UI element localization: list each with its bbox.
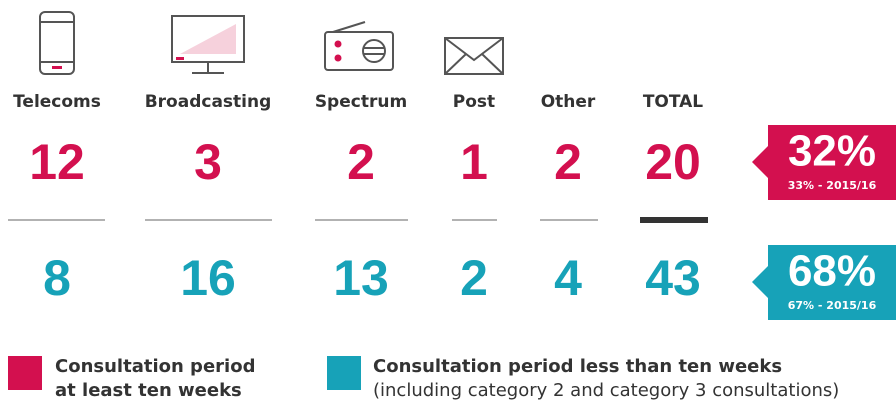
top-count: 3 [194,134,222,190]
bottom-count: 8 [43,250,71,306]
bottom-count: 16 [180,250,236,306]
legend-text: (including category 2 and category 3 con… [373,380,839,401]
badge-red [752,125,896,200]
column-label: TOTAL [643,92,703,112]
phone-icon [39,11,75,75]
top-count: 2 [554,134,582,190]
radio-icon [324,21,394,71]
badge-note: 67% - 2015/16 [788,299,877,312]
bottom-count: 2 [460,250,488,306]
column-label: Other [541,92,596,112]
badge-note: 33% - 2015/16 [788,179,877,192]
bottom-count: 43 [645,250,701,306]
top-count: 20 [645,134,701,190]
bottom-count: 4 [554,250,582,306]
badge-value: 68% [788,247,876,296]
column-label: Telecoms [13,92,101,112]
tv-icon [171,15,245,74]
legend-swatch-red [8,356,42,390]
column-label: Post [453,92,495,112]
envelope-icon [444,37,504,75]
top-count: 12 [29,134,85,190]
column-label: Spectrum [315,92,407,112]
top-count: 1 [460,134,488,190]
legend-swatch-teal [327,356,361,390]
legend-text: at least ten weeks [55,380,242,401]
top-count: 2 [347,134,375,190]
column-label: Broadcasting [145,92,272,112]
badge-value: 32% [788,127,876,176]
bottom-count: 13 [333,250,389,306]
legend-text: Consultation period [55,356,255,377]
badge-teal [752,245,896,320]
legend-text: Consultation period less than ten weeks [373,356,782,377]
